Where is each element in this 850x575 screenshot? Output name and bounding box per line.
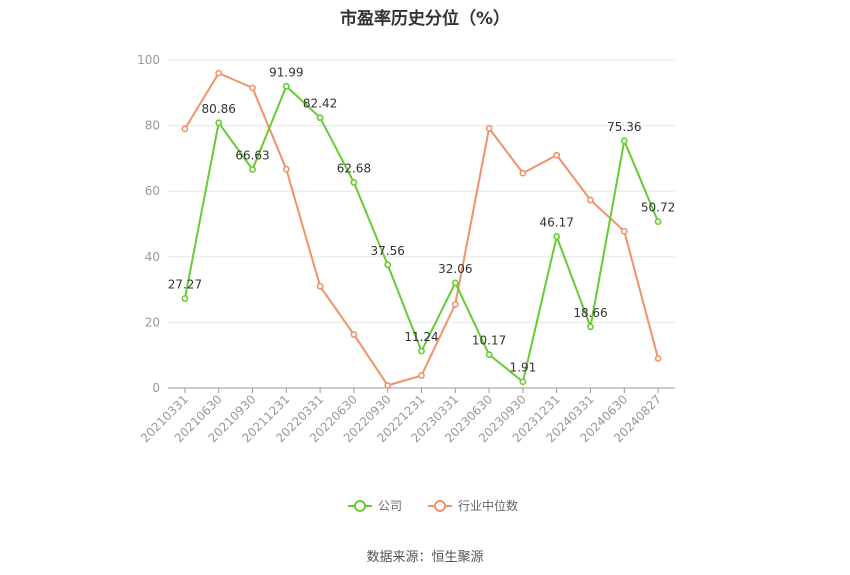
data-label: 91.99 [269, 65, 303, 79]
data-label: 50.72 [641, 201, 675, 215]
y-tick-label: 80 [145, 119, 160, 133]
data-label: 62.68 [337, 161, 371, 175]
data-point [316, 114, 324, 122]
data-point [350, 179, 358, 186]
data-label: 37.56 [371, 244, 405, 258]
data-point [418, 347, 425, 355]
data-label: 18.66 [573, 306, 607, 320]
legend-swatch-marker [354, 500, 366, 512]
data-point [350, 331, 358, 338]
data-point [282, 165, 290, 173]
data-point [587, 196, 594, 204]
data-point [418, 372, 425, 379]
data-point [620, 227, 628, 235]
data-point [249, 166, 256, 173]
y-tick-label: 60 [145, 184, 160, 198]
legend-swatch-marker [434, 500, 446, 512]
data-point [384, 261, 392, 269]
data-point [519, 169, 527, 177]
y-tick-label: 100 [137, 53, 160, 67]
data-point [384, 381, 392, 389]
data-point [485, 351, 493, 359]
data-label: 75.36 [607, 120, 641, 134]
data-label: 1.91 [510, 361, 537, 375]
source-note: 数据来源：恒生聚源 [366, 550, 484, 565]
data-label: 27.27 [168, 278, 202, 292]
data-point [181, 125, 189, 133]
chart-title: 市盈率历史分位（%） [339, 9, 511, 29]
data-point [485, 124, 493, 132]
y-tick-label: 0 [152, 381, 160, 395]
data-point [654, 218, 662, 226]
data-point [249, 84, 256, 92]
data-point [553, 233, 561, 240]
data-label: 82.42 [303, 97, 337, 111]
legend-label: 公司 [378, 499, 402, 513]
data-label: 10.17 [472, 334, 506, 348]
data-point [215, 119, 223, 127]
data-point [282, 82, 290, 90]
data-point [654, 355, 662, 362]
data-point [553, 151, 561, 159]
data-label: 11.24 [404, 330, 438, 344]
data-point [451, 279, 459, 287]
data-point [316, 282, 324, 290]
data-label: 66.63 [235, 148, 269, 162]
data-point [519, 378, 527, 386]
data-label: 46.17 [540, 216, 574, 230]
legend-label: 行业中位数 [458, 498, 518, 513]
data-point [215, 69, 223, 77]
data-point [587, 323, 594, 331]
y-tick-label: 40 [145, 250, 160, 264]
data-point [181, 295, 189, 302]
y-tick-label: 20 [145, 315, 160, 329]
data-point [620, 137, 628, 145]
data-point [451, 300, 459, 308]
data-label: 80.86 [202, 102, 236, 116]
data-label: 32.06 [438, 262, 472, 276]
